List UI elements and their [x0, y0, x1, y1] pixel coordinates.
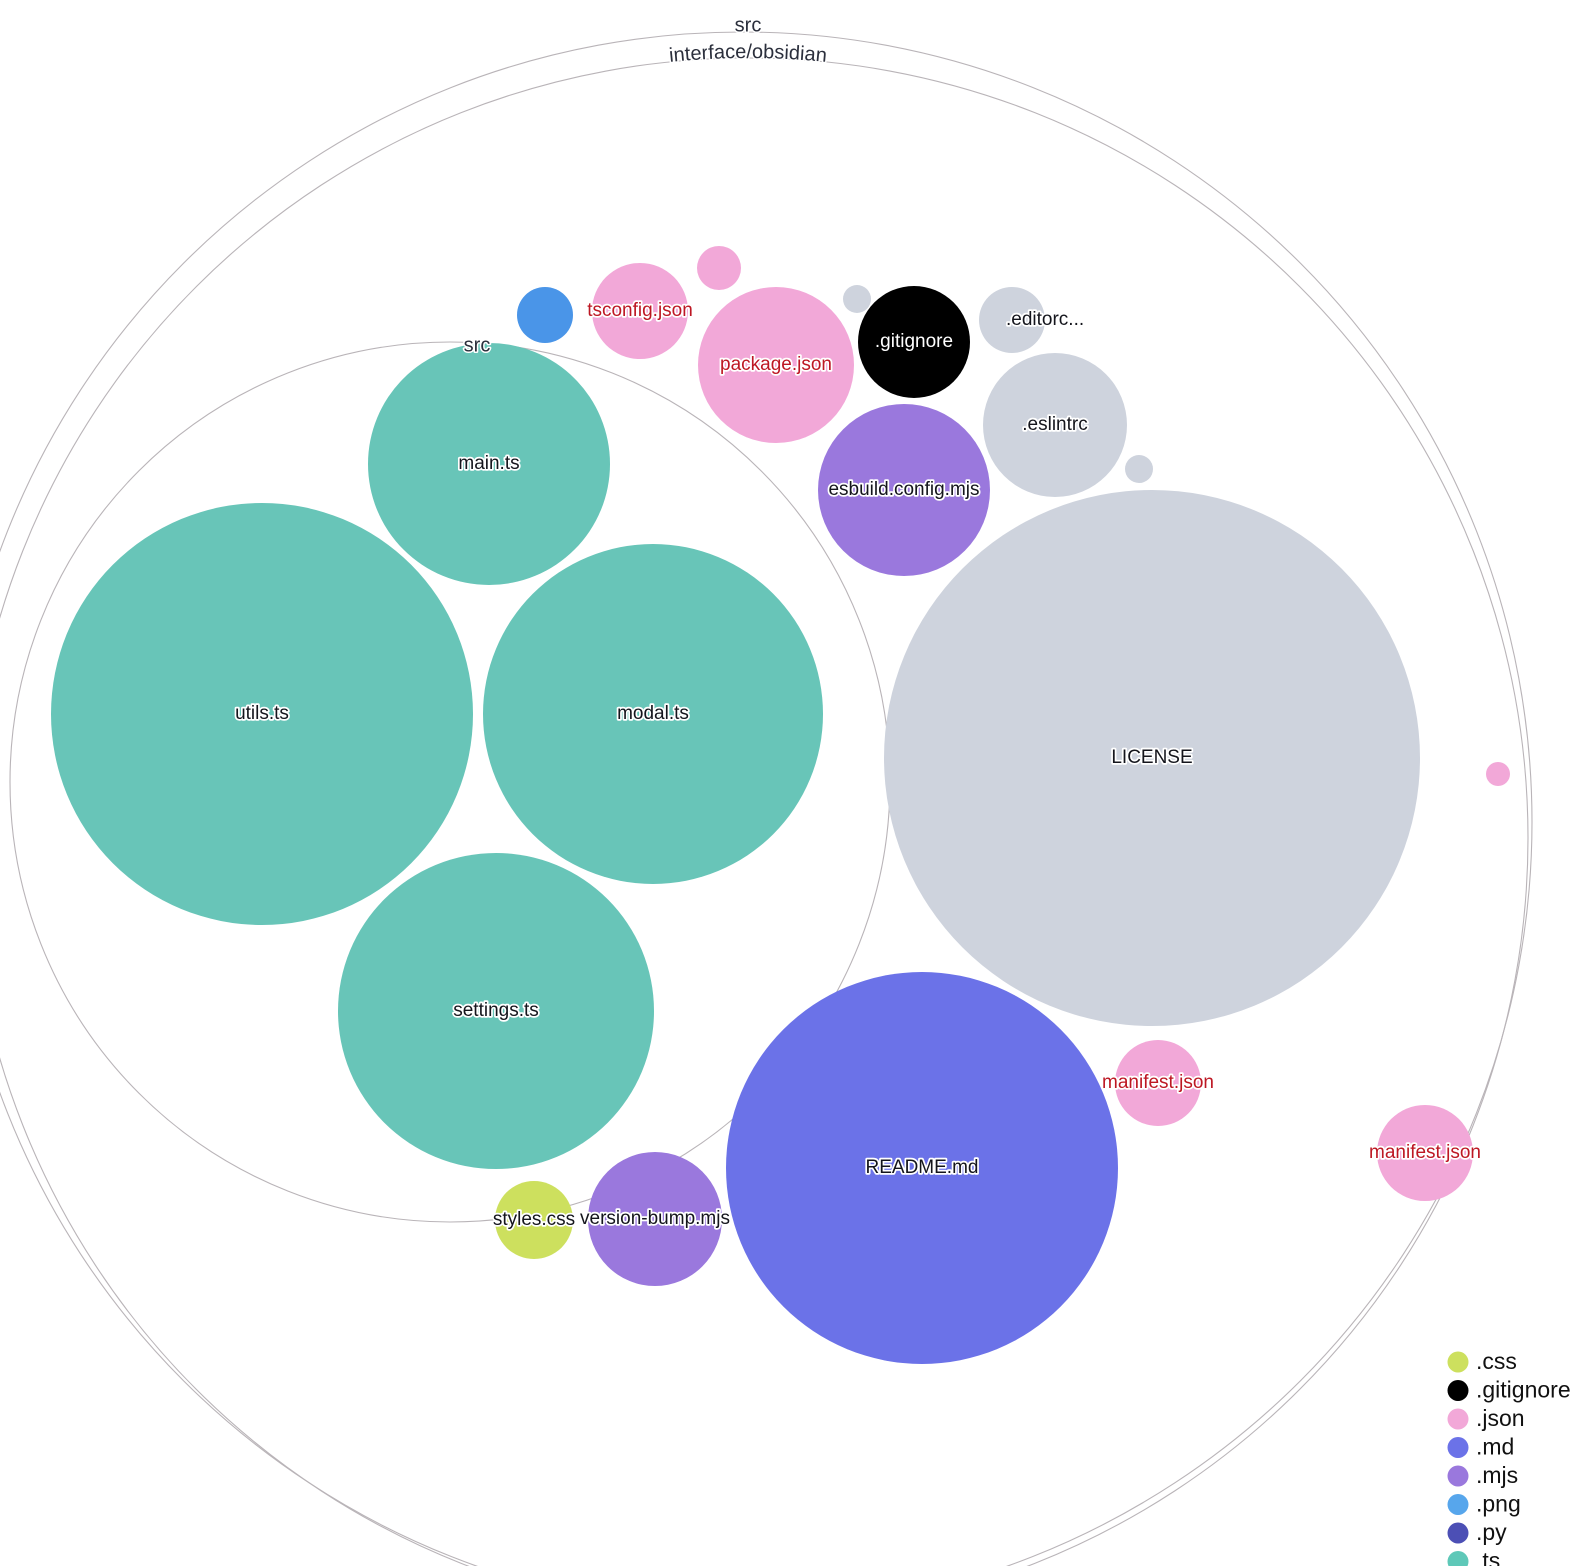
node-label-manifest-json-outer: manifest.json [1369, 1142, 1481, 1163]
node-circle-esbuild-config-mjs[interactable] [818, 404, 990, 576]
legend-label--gitignore: .gitignore [1476, 1377, 1571, 1403]
node-circle-small-json-top[interactable] [697, 246, 741, 290]
node-label-version-bump-mjs: version-bump.mjs [580, 1208, 730, 1229]
node-label-styles-css: styles.css [493, 1209, 575, 1230]
node-circle--editorconfig[interactable] [979, 287, 1045, 353]
node-label-main-ts: main.ts [458, 453, 519, 474]
ring-label-src-inner: src [464, 335, 491, 357]
node-label-readme-md: README.md [866, 1157, 979, 1178]
legend-swatch--md [1447, 1437, 1469, 1458]
ring-interface-obsidian [0, 57, 1529, 1566]
node-label-package-json: package.json [720, 354, 832, 375]
legend-label--mjs: .mjs [1476, 1462, 1518, 1488]
node-label-esbuild-config-mjs: esbuild.config.mjs [828, 479, 979, 500]
node-label--editorconfig: .editorc... [1006, 309, 1084, 330]
node-circle-modal-ts[interactable] [483, 544, 823, 884]
node-circle-small-gray-mid[interactable] [1125, 455, 1153, 483]
node-label--eslintrc: .eslintrc [1022, 414, 1087, 435]
node-circle-manifest-json-outer[interactable] [1377, 1105, 1473, 1201]
legend-swatch--css [1447, 1351, 1469, 1373]
legend-label--png: .png [1476, 1491, 1521, 1517]
legend-swatch--gitignore [1447, 1380, 1469, 1401]
legend-swatch--mjs [1447, 1465, 1469, 1487]
node-circle--gitignore[interactable] [858, 286, 970, 398]
node-label-modal-ts: modal.ts [617, 703, 689, 724]
node-label-manifest-json: manifest.json [1102, 1072, 1214, 1093]
node-circle-package-json[interactable] [698, 287, 854, 443]
node-circle-readme-md[interactable] [726, 972, 1118, 1364]
node-circle-small-json-right[interactable] [1486, 762, 1510, 786]
legend-swatch--ts [1447, 1551, 1469, 1566]
legend-label--json: .json [1476, 1405, 1525, 1431]
node-circle--eslintrc[interactable] [983, 353, 1127, 497]
node-label-settings-ts: settings.ts [453, 1000, 539, 1021]
ring-label-interface-obsidian: interface/obsidian [668, 41, 828, 67]
node-circle-settings-ts[interactable] [338, 853, 654, 1169]
legend-swatch--py [1447, 1522, 1469, 1544]
legend-label--md: .md [1476, 1434, 1514, 1460]
legend: .css .gitignore.json .md.mjs .png.py .ts [1447, 1348, 1571, 1566]
node-circle-version-bump-mjs[interactable] [588, 1152, 722, 1286]
ring-src [0, 31, 1533, 1566]
node-circle-utils-ts[interactable] [51, 503, 473, 925]
node-label-license: LICENSE [1111, 747, 1192, 768]
node-label-utils-ts: utils.ts [235, 703, 289, 724]
legend-label--ts: .ts [1476, 1548, 1500, 1566]
node-circle-small-gray-top[interactable] [843, 285, 871, 313]
nodes-layer [51, 246, 1510, 1364]
legend-label--py: .py [1476, 1519, 1507, 1545]
node-circle-main-ts[interactable] [368, 343, 610, 585]
node-circle-small-png[interactable] [517, 287, 573, 343]
node-label--gitignore: .gitignore [875, 331, 953, 352]
ring-label-src: src [735, 15, 762, 37]
node-label-tsconfig-json: tsconfig.json [587, 300, 693, 321]
legend-swatch--png [1447, 1494, 1469, 1515]
legend-label--css: .css [1476, 1348, 1517, 1374]
node-circle-manifest-json[interactable] [1115, 1040, 1201, 1126]
node-circle-styles-css[interactable] [495, 1181, 573, 1259]
legend-swatch--json [1447, 1408, 1469, 1430]
labels-layer: utils.ts modal.ts settings.ts main.ts LICENS… [233, 298, 1482, 1231]
node-circle-tsconfig-json[interactable] [592, 263, 688, 359]
node-circle-license[interactable] [884, 490, 1420, 1026]
